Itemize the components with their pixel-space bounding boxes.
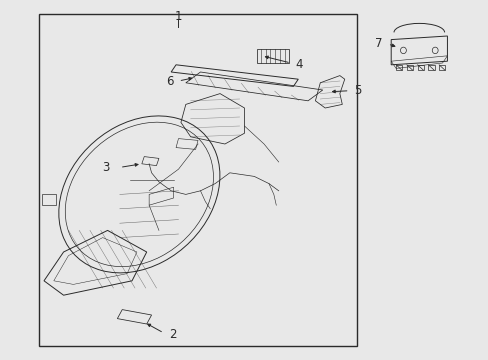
Text: 3: 3 [102, 161, 110, 174]
Text: 7: 7 [374, 37, 382, 50]
Bar [417, 65, 423, 70]
Bar [438, 65, 445, 70]
Bar [406, 65, 412, 70]
Bar [39, 14, 356, 346]
Text: 5: 5 [353, 84, 361, 97]
Bar [395, 65, 402, 70]
Text: 2: 2 [168, 328, 176, 341]
Text: 1: 1 [174, 10, 182, 23]
Bar [256, 49, 288, 63]
Bar [427, 65, 434, 70]
Text: 4: 4 [295, 58, 303, 71]
Text: 6: 6 [166, 75, 173, 88]
